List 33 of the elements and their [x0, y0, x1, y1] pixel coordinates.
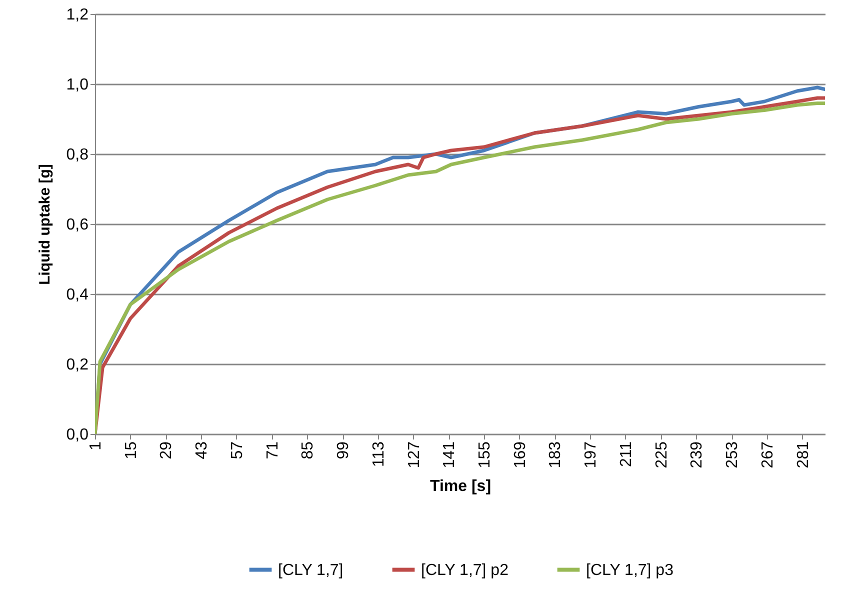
x-tick-label: 57 [228, 441, 246, 460]
x-tick-label: 29 [158, 441, 176, 460]
x-tick-label: 113 [370, 441, 388, 468]
x-tick-label: 1 [88, 441, 104, 450]
y-tick-label: 0,2 [66, 356, 89, 374]
y-tick-label: 0,0 [66, 426, 89, 444]
y-tick-label: 1,0 [66, 76, 89, 94]
x-tick-label: 183 [547, 441, 564, 468]
x-tick-label: 85 [300, 441, 317, 460]
x-tick-label: 141 [441, 441, 458, 468]
y-tick-label: 1,2 [66, 6, 89, 24]
x-tick-label: 281 [794, 441, 812, 468]
x-tick-label: 239 [688, 441, 706, 468]
legend-label: [CLY 1,7] [278, 562, 344, 579]
x-tick-label: 253 [724, 441, 742, 468]
x-tick-label: 15 [122, 441, 140, 460]
y-tick-label: 0,8 [66, 146, 89, 164]
x-tick-label: 43 [194, 441, 211, 460]
x-axis-title: Time [s] [430, 478, 492, 496]
x-tick-label: 225 [653, 441, 670, 468]
y-tick-label: 0,6 [66, 216, 89, 234]
x-tick-label: 169 [512, 441, 529, 468]
x-tick-label: 155 [476, 441, 494, 468]
legend-label: [CLY 1,7] p2 [421, 562, 509, 579]
x-tick-label: 71 [264, 441, 282, 460]
x-tick-label: 211 [618, 441, 635, 468]
x-tick-label: 267 [759, 441, 776, 468]
x-tick-label: 99 [335, 441, 352, 460]
legend-label: [CLY 1,7] p3 [586, 562, 674, 579]
y-axis-title: Liquid uptake [g] [36, 164, 54, 285]
x-tick-label: 127 [406, 441, 423, 468]
y-tick-label: 0,4 [66, 286, 89, 304]
x-tick-label: 197 [582, 441, 600, 468]
